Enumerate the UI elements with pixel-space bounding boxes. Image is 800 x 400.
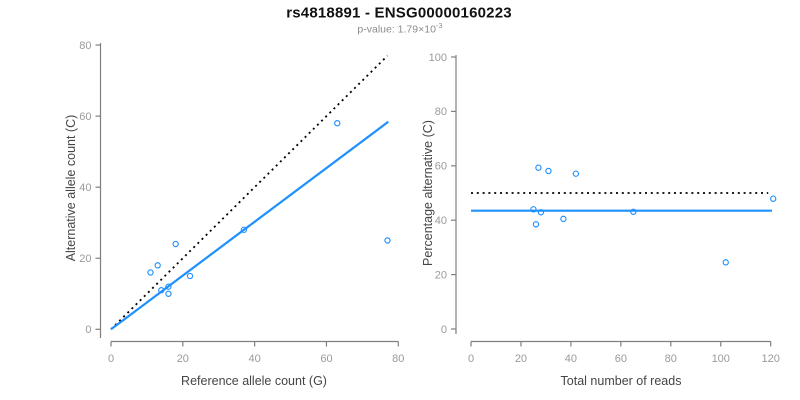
x-tick-label: 60 [320,353,332,365]
y-tick-label: 60 [435,161,447,173]
data-point [537,209,545,216]
x-tick-label: 60 [615,353,627,365]
x-tick-label: 40 [565,353,577,365]
right-panel-percentage: 0 20 40 60 80 100 0 20 40 60 80 100 120 [429,52,780,365]
data-point [154,262,161,269]
data-point [165,290,172,297]
x-tick-label: 20 [177,353,189,365]
data-point [384,237,391,244]
data-point [545,167,552,175]
x-tick-label: 80 [665,353,677,365]
y-tick-label: 20 [435,269,447,281]
data-point [532,221,540,228]
data-point [240,226,248,233]
data-point [172,240,179,248]
x-tick-label: 80 [392,353,404,365]
data-point [572,170,580,177]
p-value-subtitle: p-value: 1.79×10-3 [357,21,442,36]
y-tick-label: 100 [429,52,447,64]
y-tick-label: 40 [435,215,447,227]
data-point [630,208,637,215]
data-point [530,206,537,213]
data-point [147,269,154,276]
p-value-base: 1.79×10 [397,23,436,36]
data-point [722,259,729,266]
x-tick-label: 40 [249,353,261,365]
data-point [560,215,567,223]
data-point [535,164,542,171]
data-point [770,195,777,202]
data-point [165,283,172,290]
regression-line [110,120,389,331]
left-panel-allele-counts: 0 20 40 60 80 0 20 40 60 80 [79,40,404,365]
y-tick-label: 60 [79,111,91,123]
p-value-exponent: -3 [435,20,443,30]
right-x-axis-title: Total number of reads [560,374,682,388]
x-tick-label: 100 [712,353,730,365]
left-x-axis-title: Reference allele count (G) [181,374,327,388]
data-point [186,272,194,280]
x-tick-label: 120 [762,353,780,365]
y-tick-label: 20 [79,253,91,265]
y-tick-label: 0 [441,324,447,336]
y-tick-label: 0 [85,324,91,336]
data-point [334,120,341,127]
page-title: rs4818891 - ENSG00000160223 [286,4,512,22]
data-point [158,287,165,294]
x-tick-label: 0 [468,353,474,365]
p-value-label: p-value: [357,23,398,36]
y-tick-label: 80 [79,40,91,52]
x-tick-label: 20 [515,353,527,365]
identity-line [110,55,389,330]
x-tick-label: 0 [108,353,114,365]
y-tick-label: 80 [435,106,447,118]
y-tick-label: 40 [79,182,91,194]
